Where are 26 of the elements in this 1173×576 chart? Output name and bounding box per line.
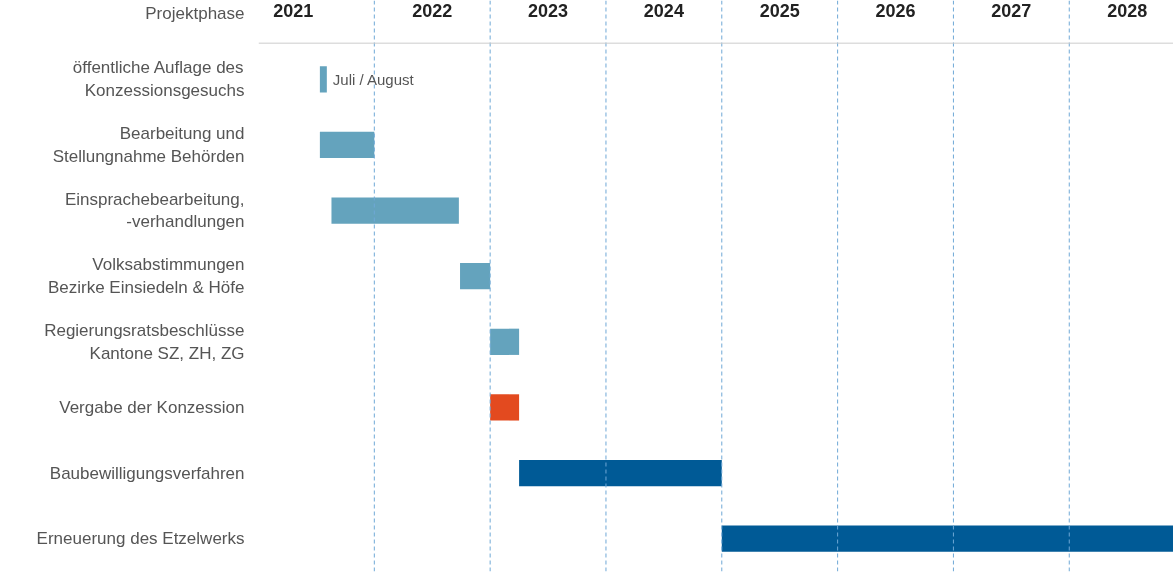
x-tick-label: 2027 [991,0,1032,21]
y-tick-label: Baubewilligungsverfahren [49,463,245,483]
bar [331,197,459,224]
x-tick-label: 2026 [875,0,916,21]
y-axis-title: Projektphase [145,4,245,24]
bar [319,131,375,159]
y-tick-label: öffentliche Auflage des Konzessionsgesuchs [72,58,245,101]
y-tick-label: Vergabe der Konzession [59,397,245,417]
y-tick-label: Einsprachebearbeitung, -verhandlungen [64,189,245,232]
annotation: Juli / August [332,70,415,88]
bar [490,328,520,355]
x-tick-label: 2025 [759,0,800,21]
bar [519,459,722,487]
x-tick-label: 2023 [528,0,569,21]
x-tick-label: 2024 [643,0,684,21]
x-tick-label: 2021 [273,0,314,21]
x-tick-label: 2022 [412,0,453,21]
bar [460,263,491,290]
y-tick-label: Regierungsratsbeschlüsse Kantone SZ, ZH, ZG [44,320,245,363]
y-tick-label: Volksabstimmungen Bezirke Einsiedeln & Höfe [47,255,245,298]
y-tick-label: Bearbeitung und Stellungnahme Behörden [52,123,245,166]
bar [319,66,327,93]
x-tick-label: 2028 [1107,0,1148,21]
y-tick-label: Erneuerung des Etzelwerks [36,529,245,549]
bar [721,525,1173,552]
bar [490,394,520,421]
